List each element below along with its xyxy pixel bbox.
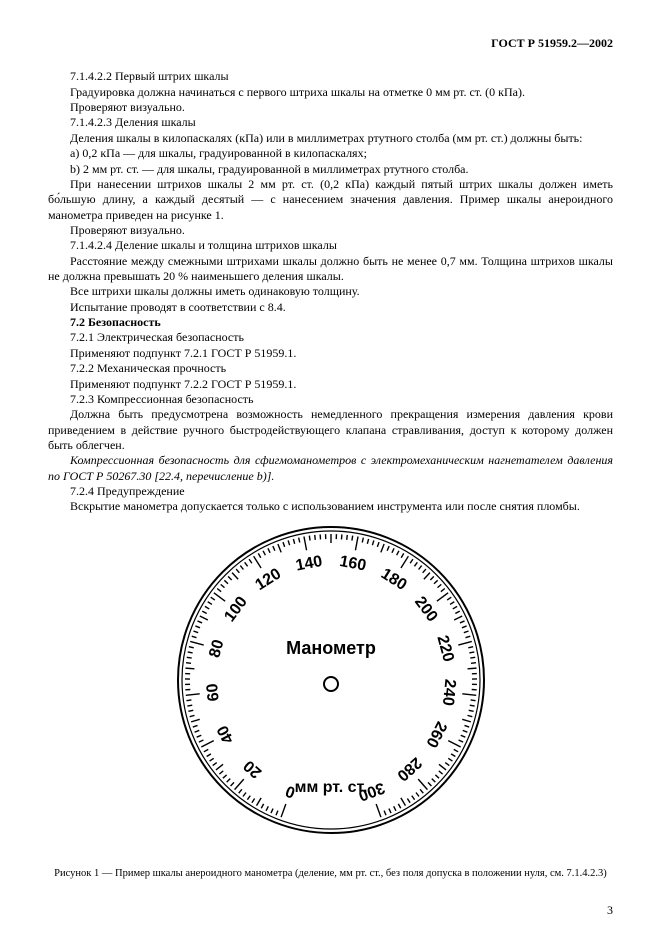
doc-header: ГОСТ Р 51959.2—2002 — [48, 36, 613, 51]
para: Все штрихи шкалы должны иметь одинаковую… — [48, 284, 613, 299]
heading-7-2-2: 7.2.2 Механическая прочность — [48, 361, 613, 376]
page-number: 3 — [607, 903, 613, 918]
svg-text:60: 60 — [203, 682, 222, 702]
heading-7-2-1: 7.2.1 Электрическая безопасность — [48, 330, 613, 345]
svg-text:240: 240 — [438, 678, 458, 706]
para: Испытание проводят в соответствии с 8.4. — [48, 300, 613, 315]
para: При нанесении штрихов шкалы 2 мм рт. ст.… — [48, 177, 613, 223]
para-7-1-4-2-4-title: 7.1.4.2.4 Деление шкалы и толщина штрихо… — [48, 238, 613, 253]
list-item-a: a) 0,2 кПа — для шкалы, градуированной в… — [48, 146, 613, 161]
para: Проверяют визуально. — [48, 100, 613, 115]
para: Проверяют визуально. — [48, 223, 613, 238]
para-italic: Компрессионная безопасность для сфигмома… — [48, 453, 613, 484]
manometer-gauge-svg: 0204060801001201401601802002202402602803… — [176, 525, 486, 835]
figure-caption: Рисунок 1 — Пример шкалы анероидного ман… — [48, 867, 613, 881]
para: Деления шкалы в килопаскалях (кПа) или в… — [48, 131, 613, 146]
page: ГОСТ Р 51959.2—2002 7.1.4.2.2 Первый штр… — [0, 0, 661, 936]
heading-7-2: 7.2 Безопасность — [48, 315, 613, 330]
heading-7-2-4: 7.2.4 Предупреждение — [48, 484, 613, 499]
heading-7-2-3: 7.2.3 Компрессионная безопасность — [48, 392, 613, 407]
svg-text:Манометр: Манометр — [286, 638, 376, 658]
svg-text:мм рт. ст.: мм рт. ст. — [294, 779, 367, 796]
para: Применяют подпункт 7.2.1 ГОСТ Р 51959.1. — [48, 346, 613, 361]
figure-gauge: 0204060801001201401601802002202402602803… — [48, 525, 613, 839]
para-7-1-4-2-3-title: 7.1.4.2.3 Деления шкалы — [48, 115, 613, 130]
list-item-b: b) 2 мм рт. ст. — для шкалы, градуирован… — [48, 162, 613, 177]
para-7-1-4-2-2-title: 7.1.4.2.2 Первый штрих шкалы — [48, 69, 613, 84]
para: Вскрытие манометра допускается только с … — [48, 499, 613, 514]
para: Должна быть предусмотрена возможность не… — [48, 407, 613, 453]
para: Градуировка должна начинаться с первого … — [48, 85, 613, 100]
para: Расстояние между смежными штрихами шкалы… — [48, 254, 613, 285]
para: Применяют подпункт 7.2.2 ГОСТ Р 51959.1. — [48, 377, 613, 392]
